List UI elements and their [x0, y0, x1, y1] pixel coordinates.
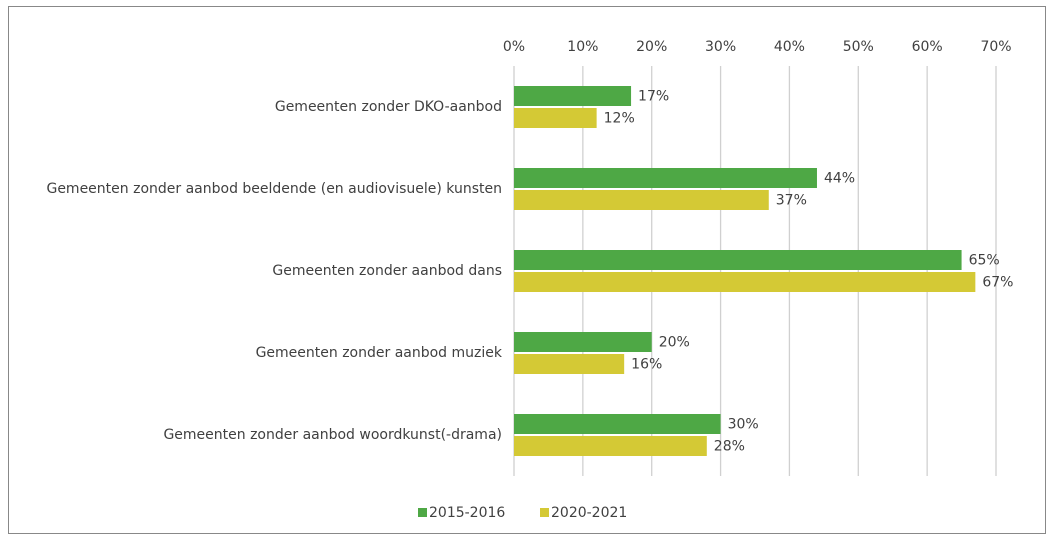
bar	[514, 108, 597, 128]
legend-swatch	[540, 508, 549, 517]
x-tick-label: 40%	[774, 39, 805, 55]
data-label: 44%	[824, 171, 855, 187]
bar	[514, 168, 817, 188]
data-label: 37%	[776, 193, 807, 209]
data-label: 65%	[969, 253, 1000, 269]
bar	[514, 332, 652, 352]
category-label: Gemeenten zonder aanbod woordkunst(-dram…	[163, 427, 502, 443]
data-label: 20%	[659, 335, 690, 351]
data-label: 17%	[638, 89, 669, 105]
category-label: Gemeenten zonder aanbod muziek	[255, 345, 502, 361]
category-label: Gemeenten zonder aanbod dans	[272, 263, 502, 279]
x-tick-label: 30%	[705, 39, 736, 55]
x-tick-label: 0%	[503, 39, 525, 55]
legend-swatch	[418, 508, 427, 517]
bar	[514, 272, 976, 292]
x-tick-label: 60%	[912, 39, 943, 55]
x-tick-label: 70%	[980, 39, 1011, 55]
bar	[514, 354, 625, 374]
category-label: Gemeenten zonder aanbod beeldende (en au…	[46, 181, 502, 197]
x-tick-label: 20%	[636, 39, 667, 55]
legend-label: 2020-2021	[551, 505, 627, 521]
data-label: 67%	[982, 275, 1013, 291]
chart-border	[8, 6, 1046, 534]
bar	[514, 436, 707, 456]
x-tick-label: 10%	[567, 39, 598, 55]
data-label: 30%	[728, 417, 759, 433]
category-label: Gemeenten zonder DKO-aanbod	[274, 99, 502, 115]
x-tick-label: 50%	[843, 39, 874, 55]
legend-label: 2015-2016	[429, 505, 505, 521]
data-label: 12%	[604, 111, 635, 127]
bar	[514, 86, 632, 106]
bar	[514, 190, 769, 210]
bar	[514, 250, 962, 270]
data-label: 16%	[631, 357, 662, 373]
data-label: 28%	[714, 439, 745, 455]
bar	[514, 414, 721, 434]
